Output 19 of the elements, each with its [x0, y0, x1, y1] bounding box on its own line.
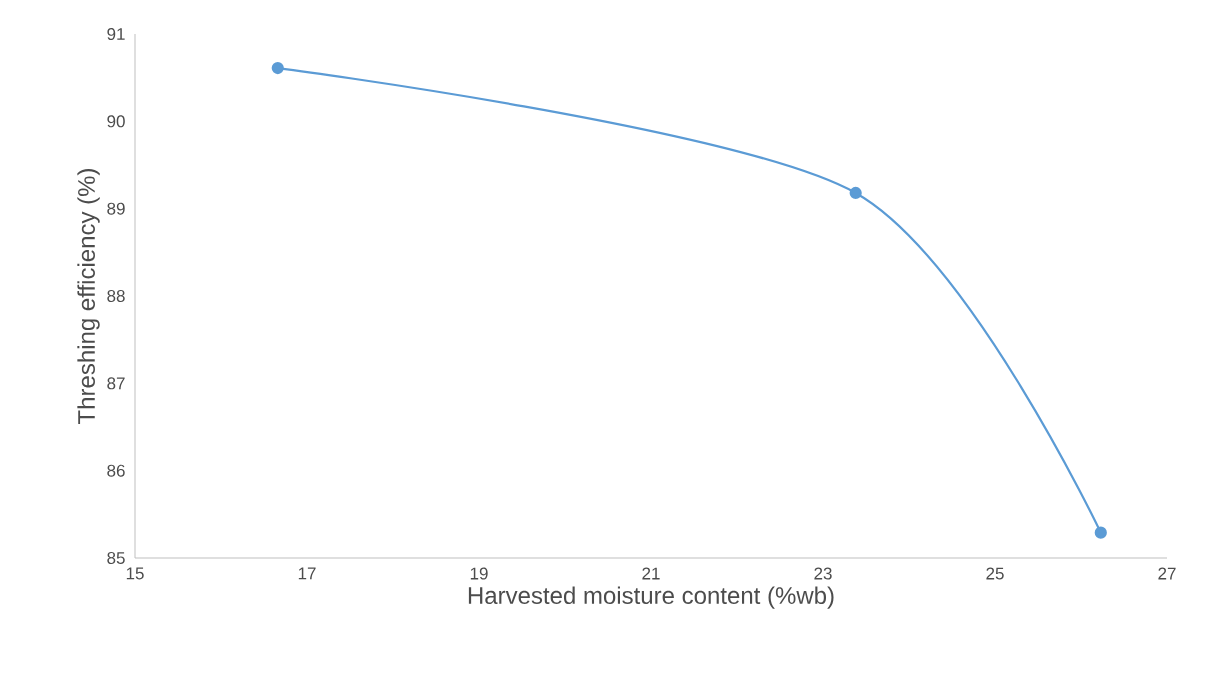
y-tick-label: 87: [107, 377, 125, 390]
point: [271, 61, 284, 75]
point: [849, 186, 862, 200]
y-tick-label: 86: [107, 464, 125, 477]
x-tick-label: 17: [298, 567, 316, 580]
y-tick-label: 85: [107, 551, 125, 565]
y-tick-label: 90: [107, 115, 125, 128]
y-tick-label: 89: [107, 202, 125, 215]
x-tick-label: 15: [126, 567, 144, 580]
x-tick-label: 21: [642, 567, 660, 580]
x-axis-title: Harvested moisture content (%wb): [468, 586, 834, 609]
y-axis-title: Threshing efficiency (%): [77, 169, 100, 424]
point: [1094, 526, 1107, 539]
x-tick-label: 23: [814, 567, 832, 580]
x-tick-label: 19: [470, 567, 488, 580]
y-tick-label: 88: [107, 289, 125, 303]
y-tick-label: 91: [107, 27, 125, 41]
x-tick-label: 27: [1158, 567, 1176, 580]
x-tick-label: 25: [986, 567, 1004, 580]
